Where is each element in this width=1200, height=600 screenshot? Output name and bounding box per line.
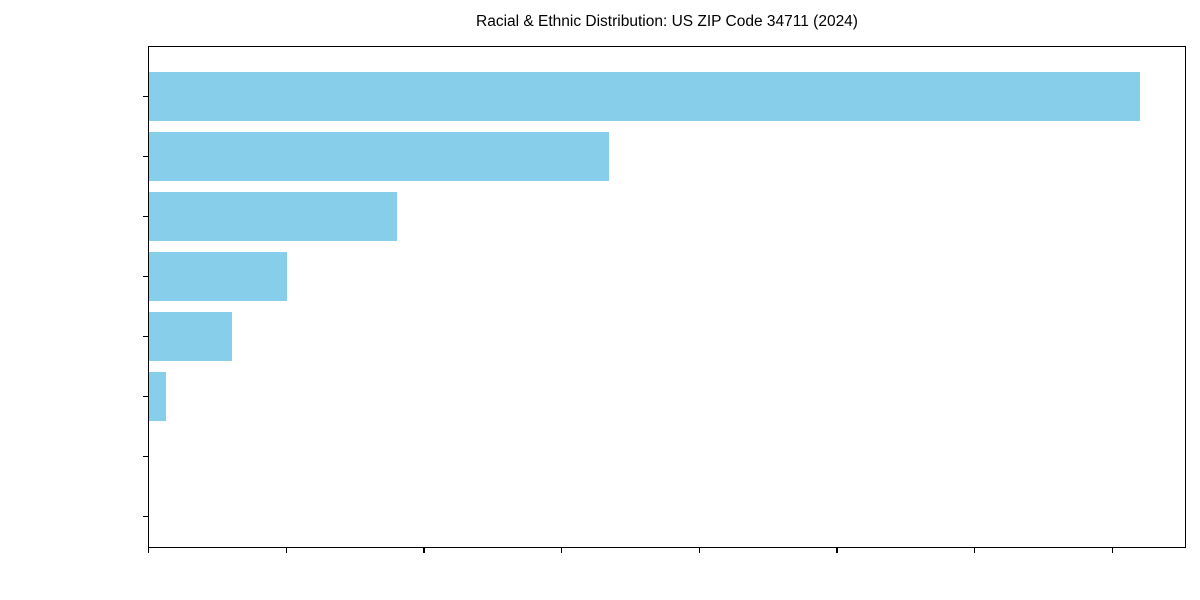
bar xyxy=(149,372,166,421)
plot-area xyxy=(148,46,1186,548)
x-tick-mark xyxy=(1111,548,1113,553)
y-tick-mark xyxy=(143,95,148,98)
chart-title: Racial & Ethnic Distribution: US ZIP Cod… xyxy=(476,13,858,30)
x-tick-mark xyxy=(423,548,425,553)
y-tick-mark xyxy=(143,155,148,158)
y-tick-mark xyxy=(143,455,148,458)
bar xyxy=(149,72,1141,121)
y-tick-mark xyxy=(143,215,148,218)
y-tick-mark xyxy=(143,515,148,518)
y-tick-mark xyxy=(143,395,148,398)
y-tick-mark xyxy=(143,335,148,338)
bar xyxy=(149,192,397,241)
x-tick-mark xyxy=(836,548,838,553)
x-tick-mark xyxy=(698,548,700,553)
y-tick-mark xyxy=(143,275,148,278)
x-tick-mark xyxy=(560,548,563,553)
bar xyxy=(149,312,232,361)
x-tick-mark xyxy=(148,548,150,553)
x-tick-mark xyxy=(973,548,976,553)
bar xyxy=(149,252,287,301)
x-tick-mark xyxy=(285,548,287,553)
bar xyxy=(149,132,609,181)
